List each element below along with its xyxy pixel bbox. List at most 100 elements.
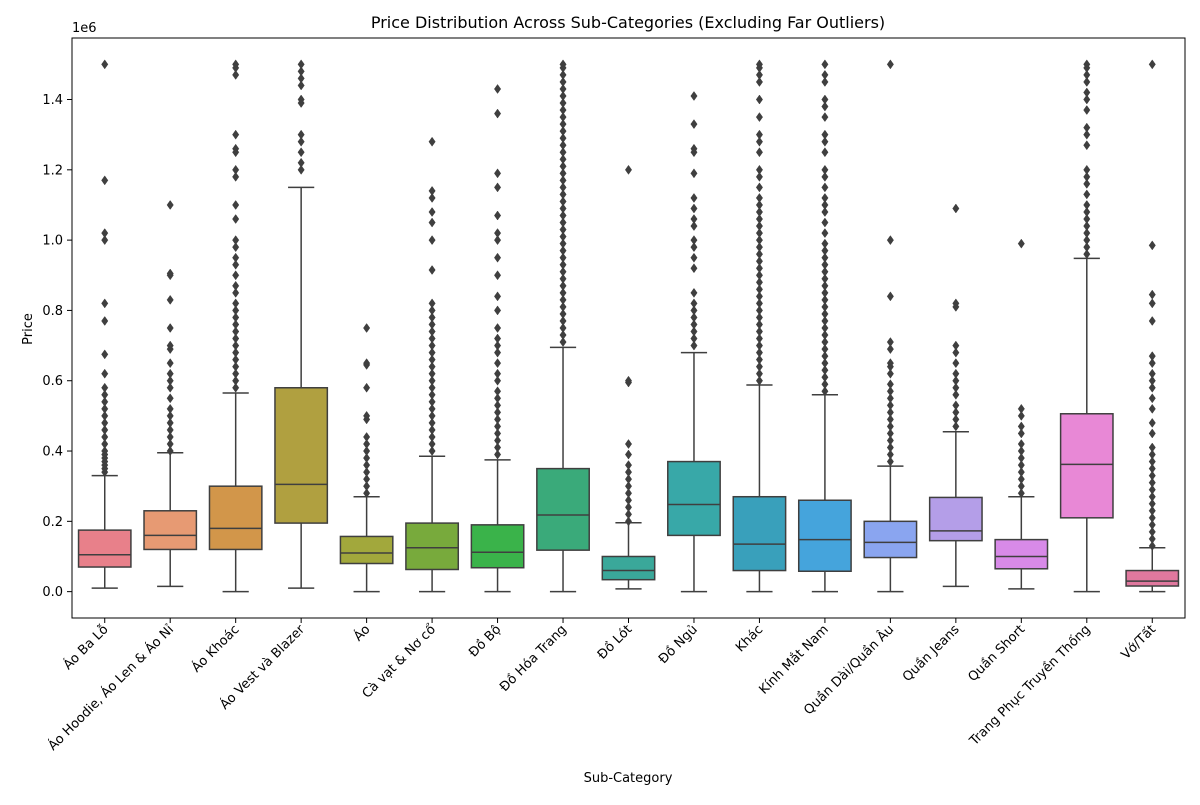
outlier-point bbox=[232, 242, 240, 253]
outlier-point bbox=[821, 372, 829, 383]
x-tick-label: Áo Ba Lỗ bbox=[60, 621, 112, 673]
outlier-point bbox=[166, 340, 174, 351]
outlier-point bbox=[166, 268, 174, 279]
outlier-point bbox=[1017, 428, 1025, 439]
outlier-point bbox=[755, 207, 763, 217]
outlier-point bbox=[232, 326, 240, 337]
outlier-point bbox=[886, 421, 894, 432]
y-tick-label: 0.4 bbox=[42, 445, 63, 460]
outlier-point bbox=[821, 259, 829, 270]
outlier-point bbox=[1083, 140, 1091, 151]
outlier-point bbox=[755, 326, 763, 337]
outlier-point bbox=[559, 196, 567, 207]
outlier-point bbox=[886, 435, 894, 446]
outlier-point bbox=[494, 270, 502, 281]
x-axis-title: Sub-Category bbox=[584, 771, 673, 786]
outlier-point bbox=[232, 382, 240, 393]
outlier-point bbox=[559, 189, 567, 200]
outlier-point bbox=[101, 417, 109, 428]
outlier-point bbox=[559, 91, 567, 101]
outlier-point bbox=[821, 323, 829, 333]
outlier-point bbox=[1148, 368, 1156, 379]
outlier-point bbox=[1148, 351, 1156, 362]
outlier-point bbox=[166, 358, 174, 369]
outlier-point bbox=[952, 298, 960, 309]
outlier-point bbox=[690, 242, 698, 253]
outlier-point bbox=[494, 182, 502, 193]
outlier-point bbox=[1083, 221, 1091, 231]
outlier-point bbox=[821, 266, 829, 277]
outlier-point bbox=[559, 175, 567, 186]
outlier-point bbox=[559, 105, 567, 115]
outlier-point bbox=[952, 347, 960, 358]
outlier-point bbox=[755, 214, 763, 224]
outlier-point bbox=[755, 182, 763, 193]
outlier-point bbox=[755, 319, 763, 330]
outlier-point bbox=[559, 280, 567, 291]
outlier-point bbox=[690, 203, 698, 214]
outlier-point bbox=[821, 280, 829, 291]
outlier-point bbox=[166, 425, 174, 435]
outlier-point bbox=[232, 143, 240, 154]
outlier-point bbox=[428, 340, 436, 351]
outlier-point bbox=[166, 439, 174, 449]
outlier-point bbox=[232, 305, 240, 316]
outlier-point bbox=[101, 349, 109, 360]
outlier-point bbox=[1148, 382, 1156, 393]
outlier-point bbox=[821, 182, 829, 193]
outlier-point bbox=[690, 235, 698, 246]
outlier-point bbox=[690, 340, 698, 351]
outlier-point bbox=[755, 171, 763, 182]
outlier-point bbox=[690, 333, 698, 344]
y-tick-label: 0.2 bbox=[42, 515, 63, 530]
outlier-point bbox=[559, 294, 567, 305]
outlier-point bbox=[559, 203, 567, 214]
outlier-point bbox=[690, 91, 698, 101]
outlier-point bbox=[166, 382, 174, 393]
outlier-point bbox=[952, 400, 960, 411]
outlier-point bbox=[755, 69, 763, 80]
outlier-point bbox=[1083, 235, 1091, 246]
outlier-point bbox=[755, 291, 763, 302]
outlier-point bbox=[1148, 403, 1156, 414]
x-tick-label: Khác bbox=[733, 622, 766, 655]
outlier-point bbox=[428, 382, 436, 393]
outlier-point bbox=[428, 396, 436, 407]
outlier-point bbox=[755, 77, 763, 87]
outlier-point bbox=[624, 481, 633, 492]
outlier-point bbox=[952, 368, 960, 379]
outlier-point bbox=[101, 316, 109, 326]
outlier-point bbox=[494, 407, 502, 418]
outlier-point bbox=[1017, 439, 1025, 449]
outlier-point bbox=[428, 217, 436, 228]
outlier-point bbox=[559, 69, 567, 80]
outlier-point bbox=[1148, 316, 1156, 326]
outlier-point bbox=[624, 488, 633, 499]
outlier-point bbox=[1083, 249, 1091, 260]
x-tick-label: Trang Phục Truyền Thống bbox=[966, 622, 1093, 749]
outlier-point bbox=[428, 375, 436, 386]
outlier-point bbox=[886, 358, 894, 369]
box bbox=[928, 496, 983, 542]
outlier-point bbox=[494, 449, 502, 460]
outlier-point bbox=[1083, 69, 1091, 80]
outlier-point bbox=[886, 59, 894, 70]
outlier-point bbox=[952, 407, 960, 418]
outlier-point bbox=[1148, 463, 1156, 474]
y-tick-label: 1.2 bbox=[42, 163, 63, 178]
box bbox=[208, 485, 263, 551]
outlier-point bbox=[1083, 164, 1091, 175]
outlier-point bbox=[821, 273, 829, 284]
outlier-point bbox=[428, 207, 436, 217]
y-tick-label: 0.0 bbox=[42, 585, 63, 600]
outlier-point bbox=[1148, 449, 1156, 460]
outlier-point bbox=[428, 410, 436, 421]
outlier-point bbox=[166, 200, 174, 210]
outlier-point bbox=[363, 474, 371, 485]
outlier-point bbox=[952, 340, 960, 351]
outlier-point bbox=[1148, 512, 1156, 523]
outlier-point bbox=[363, 481, 371, 492]
outlier-point bbox=[363, 446, 371, 456]
